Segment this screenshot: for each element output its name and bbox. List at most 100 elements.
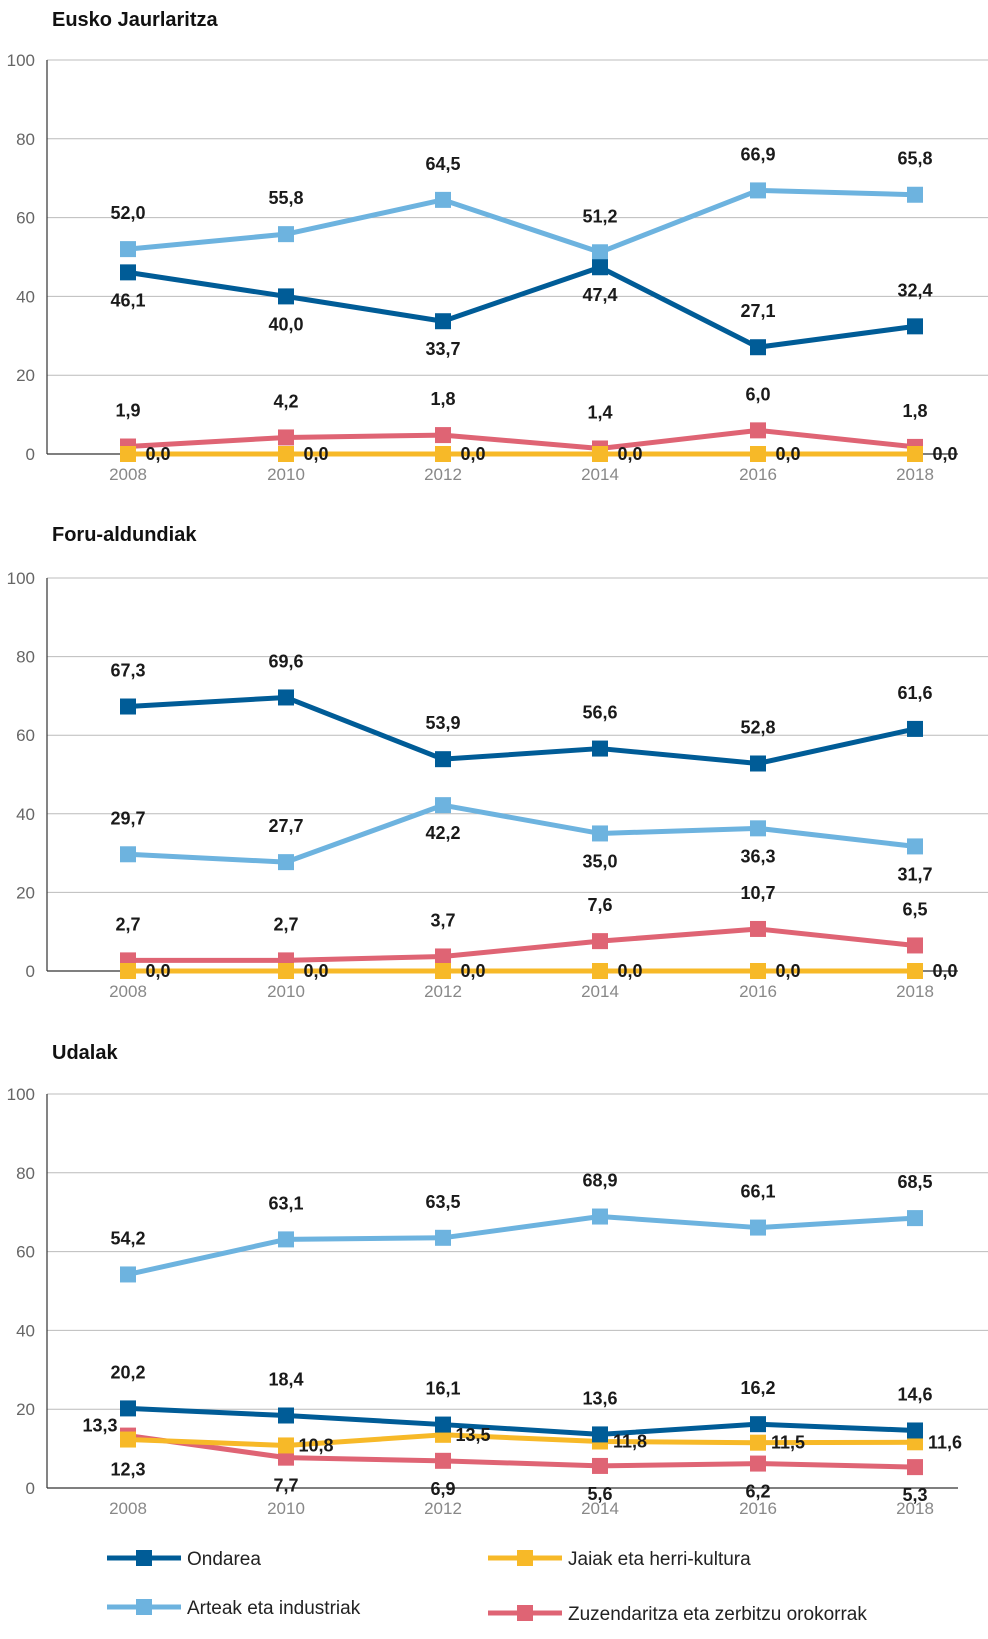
data-point-jaiak <box>120 446 136 462</box>
y-tick-label: 40 <box>16 287 35 306</box>
data-point-ondarea <box>278 689 294 706</box>
data-label-arteak: 52,0 <box>110 203 145 223</box>
x-tick-label: 2012 <box>424 1499 462 1518</box>
data-point-ondarea <box>278 1407 294 1424</box>
data-point-ondarea <box>592 1426 608 1443</box>
x-tick-label: 2016 <box>739 1499 777 1518</box>
data-point-arteak <box>750 1219 766 1236</box>
legend-swatch-marker <box>136 1550 152 1566</box>
x-tick-label: 2010 <box>267 982 305 1001</box>
x-tick-label: 2018 <box>896 982 934 1001</box>
data-label-arteak: 35,0 <box>582 851 617 871</box>
series-jaiak <box>120 963 923 979</box>
data-point-zuzendaritza <box>907 1459 923 1476</box>
series-line-zuzendaritza <box>127 1433 916 1470</box>
data-point-zuzendaritza <box>750 920 766 937</box>
data-label-arteak: 27,7 <box>268 816 303 836</box>
data-label-jaiak: 0,0 <box>460 961 485 981</box>
data-point-arteak <box>435 1229 451 1246</box>
data-label-zuzendaritza: 10,7 <box>740 883 775 903</box>
legend-label: Jaiak eta herri-kultura <box>568 1549 751 1570</box>
y-tick-label: 40 <box>16 1321 35 1340</box>
series-arteak <box>120 797 923 871</box>
chart-panel-3: Udalak 0 20 40 60 80 100 2008 2010 2012 2014 2016 20… <box>7 1042 988 1518</box>
data-point-jaiak <box>278 1437 294 1454</box>
data-label-ondarea: 27,1 <box>740 301 775 321</box>
data-point-arteak <box>750 182 766 199</box>
x-tick-label: 2012 <box>424 465 462 484</box>
chart-panel-2: Foru-aldundiak 0 20 40 60 80 100 2008 2010 2012 20… <box>7 524 988 1001</box>
x-tick-label: 2012 <box>424 982 462 1001</box>
data-point-arteak <box>435 797 451 814</box>
data-point-arteak <box>907 838 923 855</box>
data-label-zuzendaritza: 6,2 <box>745 1482 770 1502</box>
data-point-ondarea <box>120 1400 136 1417</box>
series-line-ondarea <box>127 694 916 766</box>
series-zuzendaritza <box>120 422 923 457</box>
data-label-ondarea: 69,6 <box>268 651 303 671</box>
data-point-arteak <box>592 244 608 261</box>
data-point-jaiak <box>592 446 608 462</box>
data-point-arteak <box>907 1210 923 1227</box>
data-label-ondarea: 53,9 <box>425 713 460 733</box>
data-label-zuzendaritza: 4,2 <box>273 391 298 411</box>
data-point-zuzendaritza <box>592 933 608 950</box>
data-label-jaiak: 10,8 <box>298 1435 333 1455</box>
data-label-ondarea: 33,7 <box>425 339 460 359</box>
legend-label: Zuzendaritza eta zerbitzu orokorrak <box>568 1604 867 1625</box>
series-arteak <box>120 1208 923 1283</box>
data-label-zuzendaritza: 2,7 <box>115 914 140 934</box>
x-tick-label: 2014 <box>581 982 619 1001</box>
y-tick-label: 0 <box>26 962 35 981</box>
data-point-jaiak <box>907 446 923 462</box>
data-label-arteak: 36,3 <box>740 846 775 866</box>
data-label-arteak: 42,2 <box>425 823 460 843</box>
data-point-zuzendaritza <box>278 429 294 446</box>
x-tick-label: 2008 <box>109 982 147 1001</box>
series-line-arteak <box>127 187 916 255</box>
data-point-zuzendaritza <box>592 1457 608 1474</box>
series-arteak <box>120 182 923 261</box>
data-point-jaiak <box>278 446 294 462</box>
data-label-arteak: 55,8 <box>268 188 303 208</box>
data-label-jaiak: 0,0 <box>617 444 642 464</box>
series-ondarea <box>120 1400 923 1443</box>
data-point-jaiak <box>750 1434 766 1451</box>
series-line-arteak <box>127 1214 916 1277</box>
data-label-jaiak: 0,0 <box>145 961 170 981</box>
x-tick-label: 2008 <box>109 465 147 484</box>
data-label-ondarea: 47,4 <box>582 285 617 305</box>
legend-swatch-marker <box>517 1550 533 1566</box>
x-tick-label: 2014 <box>581 1499 619 1518</box>
data-point-jaiak <box>120 1431 136 1448</box>
data-label-jaiak: 0,0 <box>303 961 328 981</box>
y-tick-label: 20 <box>16 1400 35 1419</box>
series-line-zuzendaritza <box>127 427 916 451</box>
data-label-arteak: 64,5 <box>425 154 460 174</box>
data-point-jaiak <box>120 963 136 979</box>
data-point-zuzendaritza <box>750 1455 766 1472</box>
data-point-ondarea <box>120 698 136 715</box>
data-label-zuzendaritza: 13,3 <box>82 1416 117 1436</box>
data-label-arteak: 66,1 <box>740 1182 775 1202</box>
data-point-zuzendaritza <box>907 937 923 954</box>
data-point-ondarea <box>592 259 608 276</box>
data-label-arteak: 54,2 <box>110 1228 145 1248</box>
data-label-jaiak: 0,0 <box>617 961 642 981</box>
legend-swatch-marker <box>136 1599 152 1615</box>
data-label-arteak: 65,8 <box>897 149 932 169</box>
data-point-ondarea <box>278 288 294 305</box>
data-point-ondarea <box>750 339 766 356</box>
data-label-jaiak: 0,0 <box>775 961 800 981</box>
data-label-arteak: 63,1 <box>268 1193 303 1213</box>
data-label-jaiak: 0,0 <box>775 444 800 464</box>
data-label-jaiak: 0,0 <box>460 444 485 464</box>
y-tick-label: 60 <box>16 209 35 228</box>
data-point-ondarea <box>750 755 766 772</box>
data-label-ondarea: 46,1 <box>110 290 145 310</box>
data-point-zuzendaritza <box>435 1452 451 1469</box>
data-point-ondarea <box>120 264 136 281</box>
data-label-jaiak: 0,0 <box>145 444 170 464</box>
data-point-ondarea <box>435 313 451 330</box>
